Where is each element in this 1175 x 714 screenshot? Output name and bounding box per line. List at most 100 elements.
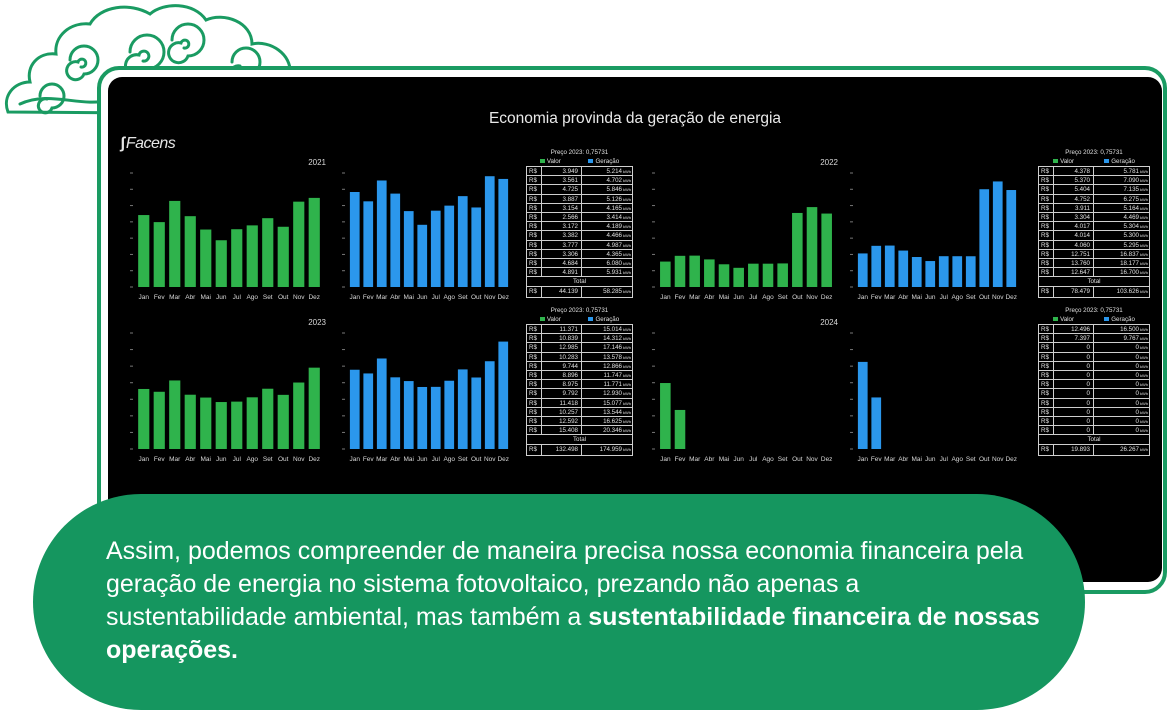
table-row: R$ 4.725 5.846 kWh <box>527 185 632 195</box>
dashboard-title: Economia provinda da geração de energia <box>488 110 782 127</box>
x-tick-label: Out <box>792 294 803 301</box>
table-legend: Valor Geração <box>526 158 633 166</box>
summary-table-2021: Preço 2023: 0,75731 Valor Geração R$ 3.949 5.… <box>526 148 633 299</box>
bar-dez <box>308 367 320 449</box>
bar-set <box>457 196 468 287</box>
total-label: Total <box>527 277 632 288</box>
bar-set <box>262 218 274 287</box>
table-row: R$ 9.792 12.930 kWh <box>527 389 632 399</box>
bar-nov <box>484 176 495 287</box>
table-row: R$ 12.592 16.625 kWh <box>527 416 632 427</box>
x-tick-label: Jun <box>925 294 936 301</box>
table-row: R$ 0 0 kWh <box>1039 370 1149 381</box>
table-row: R$ 12.496 16.500 kWh <box>1039 325 1149 335</box>
bar-ago <box>444 205 455 287</box>
bar-jun <box>733 267 744 287</box>
bar-mai <box>403 381 414 449</box>
x-tick-label: Fev <box>675 456 687 463</box>
bar-nov <box>293 201 305 287</box>
bar-jul <box>938 256 949 287</box>
x-tick-label: Mai <box>912 456 922 463</box>
x-tick-label: Dez <box>497 456 509 463</box>
bar-fev <box>153 391 165 449</box>
table-row: R$ 0 0 kWh <box>1039 352 1149 362</box>
bar-jan <box>138 215 150 287</box>
bar-jun <box>215 240 227 287</box>
bar-jan <box>349 192 360 287</box>
table-row: R$ 8.975 11.771 kWh <box>527 380 632 390</box>
bar-fev <box>871 245 882 287</box>
bar-mai <box>403 211 414 287</box>
total-row: R$ 132.498 174.959 kWh <box>529 445 631 456</box>
table-row: R$ 3.172 4.189 kWh <box>527 222 632 232</box>
x-tick-label: Fev <box>871 456 883 463</box>
bar-jul <box>231 229 243 287</box>
x-tick-label: Ago <box>443 294 455 301</box>
x-tick-label: Abr <box>704 294 715 301</box>
x-tick-label: Nov <box>484 456 496 463</box>
x-tick-label: Set <box>458 456 468 463</box>
bar-nov <box>992 181 1003 287</box>
bar-jan <box>349 369 360 449</box>
x-tick-label: Abr <box>185 294 196 301</box>
x-tick-label: Jan <box>858 294 869 301</box>
x-tick-label: Out <box>278 456 289 463</box>
legend-geracao: Geração <box>588 158 619 166</box>
table-grid: R$ 4.378 5.781 kWh R$ 5.370 7.090 kWh R$ 5.404 7.1… <box>1038 166 1150 299</box>
table-row: R$ 11.371 15.014 kWh <box>527 325 632 335</box>
bar-nov <box>293 382 305 449</box>
table-grid: R$ 12.496 16.500 kWh R$ 7.397 9.767 kWh R$ 0 0 kWh R… <box>1038 324 1150 457</box>
x-tick-label: Fev <box>363 456 375 463</box>
x-tick-label: Jul <box>749 294 758 301</box>
x-tick-label: Abr <box>898 294 909 301</box>
year-title: 2023 <box>308 318 326 327</box>
x-tick-label: Nov <box>293 456 305 463</box>
x-tick-label: Mar <box>884 294 896 301</box>
bar-nov <box>484 361 495 449</box>
x-tick-label: Abr <box>390 294 401 301</box>
x-tick-label: Mar <box>689 294 701 301</box>
x-tick-label: Jan <box>858 456 869 463</box>
bar-abr <box>390 193 401 287</box>
x-tick-label: Jun <box>417 294 428 301</box>
x-tick-label: Mai <box>719 294 729 301</box>
x-tick-label: Fev <box>871 294 883 301</box>
chart-2024-geracao: Jan Fev Mar Abr Mai Jun Jul Ago Set Out Nov Dez <box>850 332 1017 463</box>
table-legend: Valor Geração <box>1038 316 1150 324</box>
x-tick-label: Dez <box>821 294 833 301</box>
x-tick-label: Nov <box>806 294 818 301</box>
chart-2021-geracao: Jan Fev Mar Abr Mai Jun Jul Ago Set Out Nov Dez <box>342 172 509 301</box>
table-row: R$ 4.891 5.931 kWh <box>527 268 632 278</box>
legend-valor: Valor <box>539 158 561 166</box>
table-row: R$ 3.382 4.466 kWh <box>527 231 632 241</box>
x-tick-label: Nov <box>992 456 1004 463</box>
table-row: R$ 12.985 17.146 kWh <box>527 343 632 353</box>
x-tick-label: Mar <box>376 294 388 301</box>
x-tick-label: Out <box>792 456 803 463</box>
table-row: R$ 4.060 5.295 kWh <box>1039 240 1149 250</box>
x-tick-label: Jul <box>233 456 242 463</box>
table-row: R$ 9.744 12.866 kWh <box>527 361 632 371</box>
bar-abr <box>184 394 196 449</box>
bar-dez <box>1006 190 1017 287</box>
table-row: R$ 3.304 4.469 kWh <box>1039 212 1149 223</box>
x-tick-label: Ago <box>762 294 774 301</box>
x-tick-label: Mai <box>201 294 211 301</box>
facens-logo-text: Facens <box>125 135 176 152</box>
x-tick-label: Nov <box>293 294 305 301</box>
table-row: R$ 4.017 5.304 kWh <box>1039 222 1149 232</box>
table-legend: Valor Geração <box>526 316 633 324</box>
table-row: R$ 13.760 18.177 kWh <box>1039 258 1149 269</box>
x-tick-label: Abr <box>704 456 715 463</box>
table-row: R$ 0 0 kWh <box>1039 416 1149 427</box>
bar-ago <box>246 397 258 449</box>
bar-jun <box>925 261 936 287</box>
table-row: R$ 5.404 7.135 kWh <box>1039 185 1149 195</box>
table-row: R$ 3.306 4.365 kWh <box>527 249 632 259</box>
legend-geracao: Geração <box>588 316 619 324</box>
total-label: Total <box>1039 277 1149 288</box>
x-tick-label: Ago <box>246 294 258 301</box>
chart-2021-valor: Jan Fev Mar Abr Mai Jun Jul Ago Set Out Nov Dez 2021 <box>130 158 327 301</box>
bar-jul <box>231 401 243 449</box>
table-row: R$ 11.418 15.077 kWh <box>527 398 632 408</box>
